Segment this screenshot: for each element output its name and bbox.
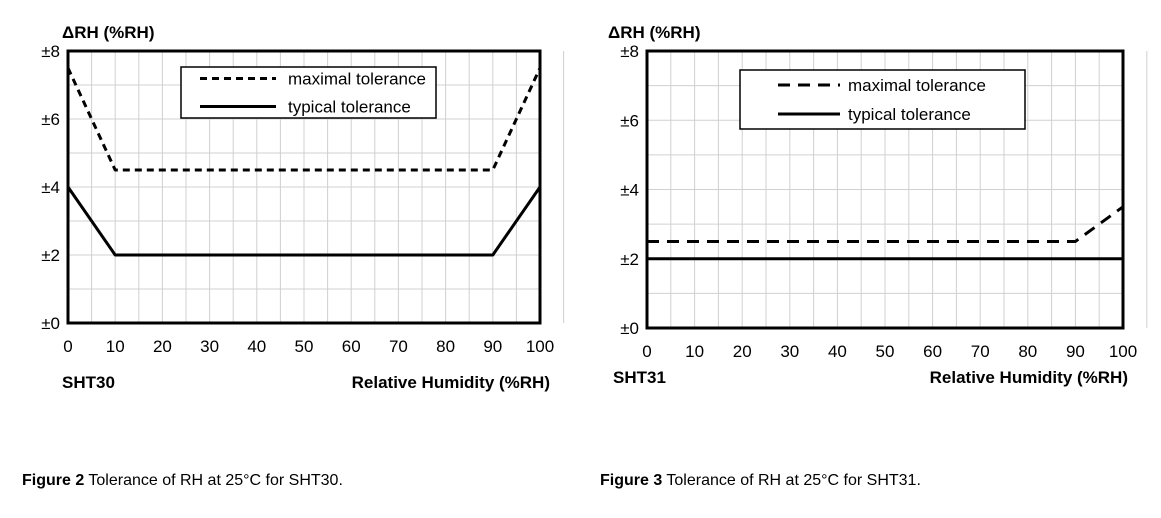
x-tick-label: 0 xyxy=(642,342,651,361)
caption-text: Tolerance of RH at 25°C for SHT31. xyxy=(662,472,921,489)
x-tick-label: 80 xyxy=(1018,342,1037,361)
legend-label-maximal-tolerance: maximal tolerance xyxy=(288,70,426,89)
plot-frame xyxy=(66,49,542,325)
legend: maximal tolerance typical tolerance xyxy=(180,66,437,119)
x-tick-label: 10 xyxy=(106,337,125,356)
y-tick-label: ±0 xyxy=(620,319,639,338)
series-line-typical-tolerance xyxy=(66,186,542,257)
legend-box xyxy=(180,66,437,119)
plot-frame xyxy=(645,49,1125,330)
x-tick-label: 30 xyxy=(200,337,219,356)
figure-caption-sht31: Figure 3 Tolerance of RH at 25°C for SHT… xyxy=(600,472,921,490)
y-tick-label: ±4 xyxy=(41,178,60,197)
y-tick-label: ±2 xyxy=(620,250,639,269)
x-tick-label: 0 xyxy=(63,337,72,356)
x-tick-label: 100 xyxy=(1109,342,1137,361)
chart-name-label: SHT30 xyxy=(62,373,115,392)
x-tick-label: 70 xyxy=(971,342,990,361)
series-line-maximal-tolerance xyxy=(647,205,1124,243)
x-tick-label: 90 xyxy=(1066,342,1085,361)
legend-box xyxy=(739,69,1026,130)
x-tick-label: 90 xyxy=(483,337,502,356)
x-tick-label: 40 xyxy=(247,337,266,356)
x-axis-label: Relative Humidity (%RH) xyxy=(352,373,550,392)
caption-text: Tolerance of RH at 25°C for SHT30. xyxy=(84,472,343,489)
series-line-maximal-tolerance xyxy=(66,67,542,172)
x-tick-label: 20 xyxy=(733,342,752,361)
legend: maximal tolerance typical tolerance xyxy=(739,69,1026,130)
legend-label-maximal-tolerance: maximal tolerance xyxy=(848,76,986,95)
x-tick-label: 50 xyxy=(295,337,314,356)
y-tick-label: ±6 xyxy=(41,110,60,129)
x-tick-label: 70 xyxy=(389,337,408,356)
x-tick-label: 60 xyxy=(923,342,942,361)
x-tick-label: 40 xyxy=(828,342,847,361)
x-tick-label: 100 xyxy=(526,337,554,356)
x-tick-label: 30 xyxy=(780,342,799,361)
y-axis-title: ΔRH (%RH) xyxy=(608,23,701,42)
y-tick-label: ±0 xyxy=(41,314,60,333)
x-tick-label: 50 xyxy=(876,342,895,361)
x-tick-label: 60 xyxy=(342,337,361,356)
y-axis-title: ΔRH (%RH) xyxy=(62,23,155,42)
chart-name-label: SHT31 xyxy=(613,368,666,387)
y-tick-label: ±6 xyxy=(620,111,639,130)
x-axis-label: Relative Humidity (%RH) xyxy=(930,368,1128,387)
caption-label: Figure 3 xyxy=(600,472,663,489)
y-tick-label: ±8 xyxy=(620,42,639,61)
legend-label-typical-tolerance: typical tolerance xyxy=(288,98,411,117)
x-tick-label: 20 xyxy=(153,337,172,356)
figure-caption-sht30: Figure 2 Tolerance of RH at 25°C for SHT… xyxy=(22,472,343,490)
y-tick-label: ±4 xyxy=(620,181,639,200)
x-tick-label: 10 xyxy=(685,342,704,361)
y-tick-label: ±8 xyxy=(41,42,60,61)
caption-label: Figure 2 xyxy=(22,472,85,489)
y-tick-label: ±2 xyxy=(41,246,60,265)
legend-label-typical-tolerance: typical tolerance xyxy=(848,105,971,124)
x-tick-label: 80 xyxy=(436,337,455,356)
